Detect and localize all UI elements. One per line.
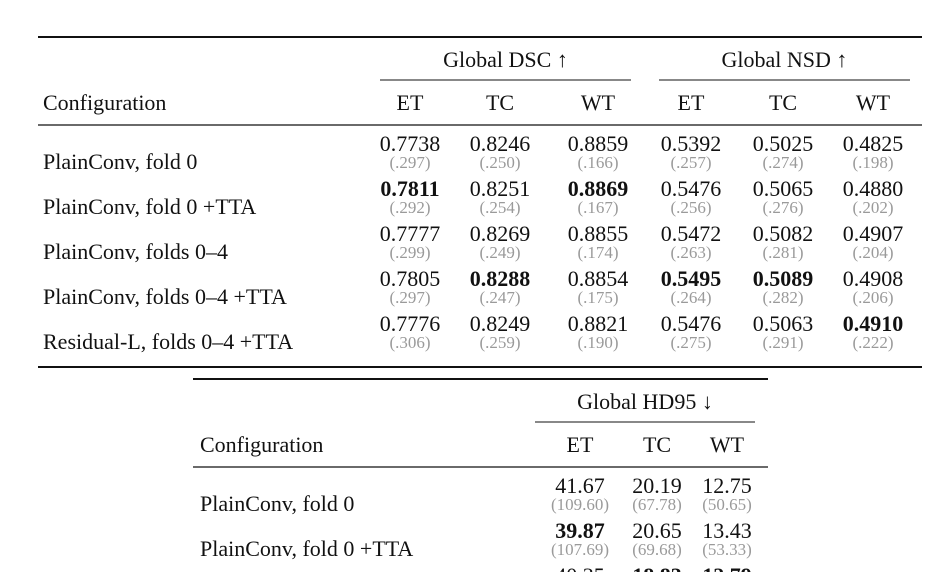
- cell-sd: (.282): [762, 288, 803, 307]
- column-header: Configuration: [200, 432, 323, 457]
- cell-sd: (107.69): [551, 540, 609, 559]
- cell-value: 0.8249: [470, 311, 531, 336]
- cell-sd: (.274): [762, 153, 803, 172]
- cell-sd: (.291): [762, 333, 803, 352]
- cell-value: 0.5392: [661, 131, 722, 156]
- cell-value: 20.19: [632, 473, 682, 498]
- cell-value: 0.7811: [380, 176, 439, 201]
- cell-value: 0.5495: [661, 266, 722, 291]
- cell-value: 0.5476: [661, 176, 722, 201]
- cell-sd: (.256): [670, 198, 711, 217]
- cell-value: 18.83: [632, 563, 682, 572]
- cell-value: 13.43: [702, 518, 752, 543]
- cell-value: 0.8269: [470, 221, 531, 246]
- cell-value: 39.87: [555, 518, 605, 543]
- cell-sd: (.247): [479, 288, 520, 307]
- cell-sd: (.263): [670, 243, 711, 262]
- row-label: PlainConv, fold 0: [200, 491, 354, 516]
- cell-value: 0.5089: [753, 266, 814, 291]
- cell-value: 0.8288: [470, 266, 531, 291]
- cell-sd: (.299): [389, 243, 430, 262]
- row-label: Residual-L, folds 0–4 +TTA: [43, 329, 293, 354]
- cell-sd: (.306): [389, 333, 430, 352]
- cell-value: 0.7738: [380, 131, 441, 156]
- column-header: TC: [486, 90, 514, 115]
- cell-sd: (.222): [852, 333, 893, 352]
- cell-value: 0.4910: [843, 311, 904, 336]
- cell-value: 41.67: [555, 473, 605, 498]
- cell-sd: (.202): [852, 198, 893, 217]
- cell-sd: (.297): [389, 288, 430, 307]
- row-label: PlainConv, folds 0–4 +TTA: [43, 284, 287, 309]
- cell-value: 0.5065: [753, 176, 814, 201]
- cell-value: 20.65: [632, 518, 682, 543]
- cell-value: 0.8251: [470, 176, 531, 201]
- cell-value: 0.7776: [380, 311, 441, 336]
- group-header: Global DSC ↑: [443, 47, 568, 72]
- cell-value: 0.5082: [753, 221, 814, 246]
- cell-sd: (50.65): [702, 495, 752, 514]
- cell-sd: (.190): [577, 333, 618, 352]
- row-label: PlainConv, fold 0 +TTA: [200, 536, 413, 561]
- cell-value: 0.5472: [661, 221, 722, 246]
- row-label: PlainConv, fold 0 +TTA: [43, 194, 256, 219]
- cell-value: 0.4907: [843, 221, 904, 246]
- cell-value: 0.4825: [843, 131, 904, 156]
- column-header: ET: [678, 90, 705, 115]
- cell-value: 0.8869: [568, 176, 629, 201]
- row-label: PlainConv, folds 0–4: [43, 239, 228, 264]
- cell-sd: (.175): [577, 288, 618, 307]
- cell-sd: (.281): [762, 243, 803, 262]
- cell-value: 0.8854: [568, 266, 629, 291]
- column-header: ET: [567, 432, 594, 457]
- cell-value: 0.5063: [753, 311, 814, 336]
- group-header: Global HD95 ↓: [577, 389, 713, 414]
- cell-sd: (.264): [670, 288, 711, 307]
- cell-sd: (.206): [852, 288, 893, 307]
- cell-value: 0.7805: [380, 266, 441, 291]
- cell-sd: (.198): [852, 153, 893, 172]
- cell-sd: (.167): [577, 198, 618, 217]
- cell-value: 0.8859: [568, 131, 629, 156]
- cell-value: 0.7777: [380, 221, 441, 246]
- row-label: PlainConv, fold 0: [43, 149, 197, 174]
- cell-value: 40.35: [555, 563, 605, 572]
- cell-sd: (.250): [479, 153, 520, 172]
- cell-value: 0.5025: [753, 131, 814, 156]
- column-header: TC: [769, 90, 797, 115]
- cell-sd: (.254): [479, 198, 520, 217]
- column-header: ET: [397, 90, 424, 115]
- cell-sd: (.297): [389, 153, 430, 172]
- cell-sd: (.275): [670, 333, 711, 352]
- cell-sd: (.166): [577, 153, 618, 172]
- group-header: Global NSD ↑: [722, 47, 848, 72]
- cell-value: 0.8246: [470, 131, 531, 156]
- cell-sd: (.249): [479, 243, 520, 262]
- cell-value: 12.79: [702, 563, 752, 572]
- column-header: TC: [643, 432, 671, 457]
- cell-value: 0.8821: [568, 311, 629, 336]
- cell-sd: (.204): [852, 243, 893, 262]
- cell-value: 12.75: [702, 473, 752, 498]
- cell-sd: (.174): [577, 243, 618, 262]
- cell-sd: (69.68): [632, 540, 682, 559]
- cell-sd: (.259): [479, 333, 520, 352]
- cell-sd: (67.78): [632, 495, 682, 514]
- column-header: WT: [710, 432, 745, 457]
- column-header: WT: [581, 90, 616, 115]
- cell-sd: (109.60): [551, 495, 609, 514]
- cell-sd: (.276): [762, 198, 803, 217]
- cell-value: 0.4880: [843, 176, 904, 201]
- cell-value: 0.8855: [568, 221, 629, 246]
- cell-value: 0.5476: [661, 311, 722, 336]
- cell-sd: (53.33): [702, 540, 752, 559]
- cell-value: 0.4908: [843, 266, 904, 291]
- cell-sd: (.292): [389, 198, 430, 217]
- column-header: WT: [856, 90, 891, 115]
- column-header: Configuration: [43, 90, 166, 115]
- cell-sd: (.257): [670, 153, 711, 172]
